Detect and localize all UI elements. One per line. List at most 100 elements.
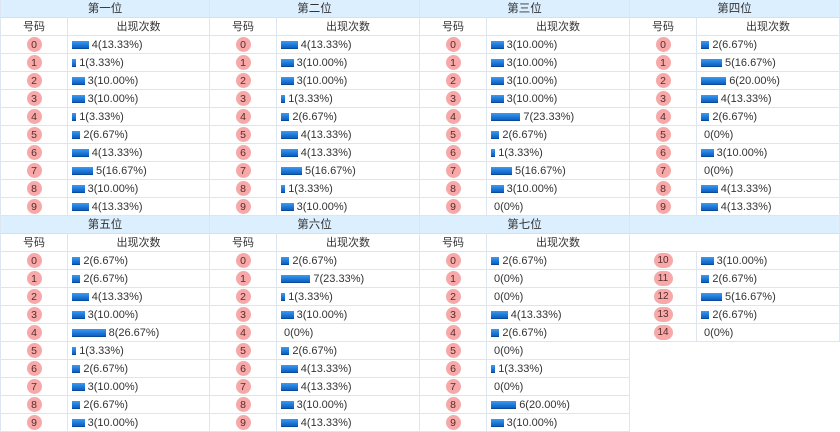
count-cell: 3(10.00%) [697, 144, 839, 161]
number-cell: 1 [420, 270, 487, 287]
frequency-bar [72, 292, 89, 301]
number-ball: 1 [235, 271, 251, 286]
count-label: 2(6.67%) [712, 272, 758, 285]
number-ball: 4 [445, 325, 461, 340]
table-row: 2 4(13.33%) [1, 288, 209, 306]
count-cell: 3(10.00%) [68, 90, 209, 107]
table-row: 11 2(6.67%) [630, 270, 839, 288]
count-label: 1(3.33%) [288, 182, 333, 195]
frequency-bar [281, 292, 286, 301]
panel-title: 第五位 [1, 216, 209, 234]
number-cell: 1 [630, 54, 697, 71]
table-row: 9 3(10.00%) [1, 414, 209, 432]
table-row: 3 3(10.00%) [1, 306, 209, 324]
count-cell: 1(3.33%) [277, 90, 419, 107]
count-column-header: 出现次数 [746, 21, 790, 33]
panel-title: 第一位 [1, 0, 209, 18]
count-label: 4(13.33%) [720, 200, 772, 213]
table-row: 1 0(0%) [420, 270, 629, 288]
number-cell: 5 [210, 126, 277, 143]
count-cell: 3(10.00%) [487, 90, 629, 107]
count-cell: 3(10.00%) [487, 180, 629, 197]
table-row: 5 2(6.67%) [1, 126, 209, 144]
count-cell: 0(0%) [277, 324, 419, 341]
count-label: 2(6.67%) [502, 128, 548, 141]
count-label: 0(0%) [284, 326, 314, 339]
number-ball: 12 [653, 289, 673, 304]
count-cell: 0(0%) [487, 378, 629, 395]
number-cell: 3 [210, 90, 277, 107]
table-row: 5 1(3.33%) [1, 342, 209, 360]
frequency-bar [72, 274, 81, 283]
count-label: 8(26.67%) [108, 326, 160, 339]
number-cell: 6 [210, 360, 277, 377]
number-ball: 7 [235, 379, 251, 394]
table-row: 8 6(20.00%) [420, 396, 629, 414]
frequency-bar [281, 58, 294, 67]
number-ball: 2 [655, 73, 671, 88]
frequency-bar [72, 382, 85, 391]
panel-row-2: 第五位 号码 出现次数 0 2(6.67%) 1 2(6.67%) 2 4(13.33%) 3 3(… [0, 216, 840, 432]
number-ball: 2 [445, 289, 461, 304]
number-ball: 11 [653, 271, 673, 286]
frequency-bar [281, 256, 290, 265]
frequency-bar [491, 364, 496, 373]
frequency-bar [491, 58, 504, 67]
number-ball: 6 [235, 145, 251, 160]
number-cell: 9 [1, 198, 68, 215]
number-cell: 1 [210, 54, 277, 71]
number-cell: 9 [630, 198, 697, 215]
count-cell: 1(3.33%) [68, 108, 209, 125]
table-row: 12 5(16.67%) [630, 288, 839, 306]
number-cell: 2 [210, 72, 277, 89]
table-row: 0 4(13.33%) [210, 36, 419, 54]
count-cell: 4(13.33%) [697, 90, 839, 107]
number-cell: 4 [420, 324, 487, 341]
position-panel-1: 第一位 号码 出现次数 0 4(13.33%) 1 1(3.33%) 2 3(10.00%) 3 3… [0, 0, 210, 216]
number-cell: 5 [1, 126, 68, 143]
count-cell: 3(10.00%) [277, 306, 419, 323]
count-cell: 3(10.00%) [277, 72, 419, 89]
count-cell: 3(10.00%) [68, 378, 209, 395]
column-header-row: 号码 出现次数 [420, 18, 629, 36]
count-cell: 4(13.33%) [697, 198, 839, 215]
number-ball: 10 [653, 253, 673, 268]
frequency-bar [281, 382, 298, 391]
count-label: 6(20.00%) [729, 74, 780, 87]
count-label: 4(13.33%) [300, 146, 352, 159]
table-row: 1 7(23.33%) [210, 270, 419, 288]
table-row: 4 0(0%) [210, 324, 419, 342]
count-cell: 5(16.67%) [487, 162, 629, 179]
count-label: 3(10.00%) [87, 416, 139, 429]
count-label: 3(10.00%) [87, 308, 139, 321]
table-row: 0 2(6.67%) [420, 252, 629, 270]
number-ball: 3 [655, 91, 671, 106]
number-ball: 8 [235, 397, 251, 412]
number-cell: 3 [1, 90, 68, 107]
number-cell: 2 [1, 72, 68, 89]
number-ball: 4 [26, 109, 42, 124]
frequency-bar [72, 76, 85, 85]
count-label: 2(6.67%) [83, 254, 129, 267]
table-row: 5 0(0%) [420, 342, 629, 360]
number-ball: 3 [235, 91, 251, 106]
number-ball: 9 [445, 199, 461, 214]
frequency-bar [491, 130, 500, 139]
number-column-header: 号码 [210, 234, 277, 251]
table-row: 2 0(0%) [420, 288, 629, 306]
frequency-bar [491, 94, 504, 103]
count-label: 4(13.33%) [91, 38, 143, 51]
table-row: 7 3(10.00%) [1, 378, 209, 396]
table-row: 0 2(6.67%) [630, 36, 839, 54]
number-ball: 3 [26, 307, 42, 322]
count-cell: 0(0%) [487, 198, 629, 215]
number-ball: 6 [26, 361, 42, 376]
frequency-bar [491, 76, 504, 85]
table-row: 0 2(6.67%) [210, 252, 419, 270]
count-cell: 0(0%) [697, 162, 839, 179]
number-ball: 2 [235, 73, 251, 88]
table-row: 1 3(10.00%) [210, 54, 419, 72]
number-ball: 2 [445, 73, 461, 88]
count-label: 3(10.00%) [506, 74, 558, 87]
frequency-bar [72, 166, 93, 175]
